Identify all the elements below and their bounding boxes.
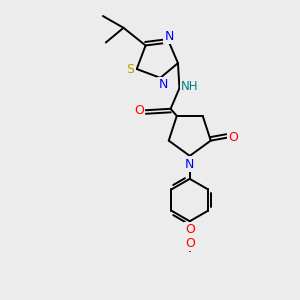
Text: N: N: [185, 158, 194, 171]
Text: NH: NH: [181, 80, 199, 93]
Text: N: N: [164, 29, 174, 43]
Text: O: O: [185, 223, 195, 236]
Text: S: S: [126, 62, 134, 76]
Text: O: O: [185, 237, 195, 250]
Text: N: N: [159, 78, 168, 91]
Text: O: O: [229, 131, 238, 144]
Text: O: O: [134, 104, 144, 117]
